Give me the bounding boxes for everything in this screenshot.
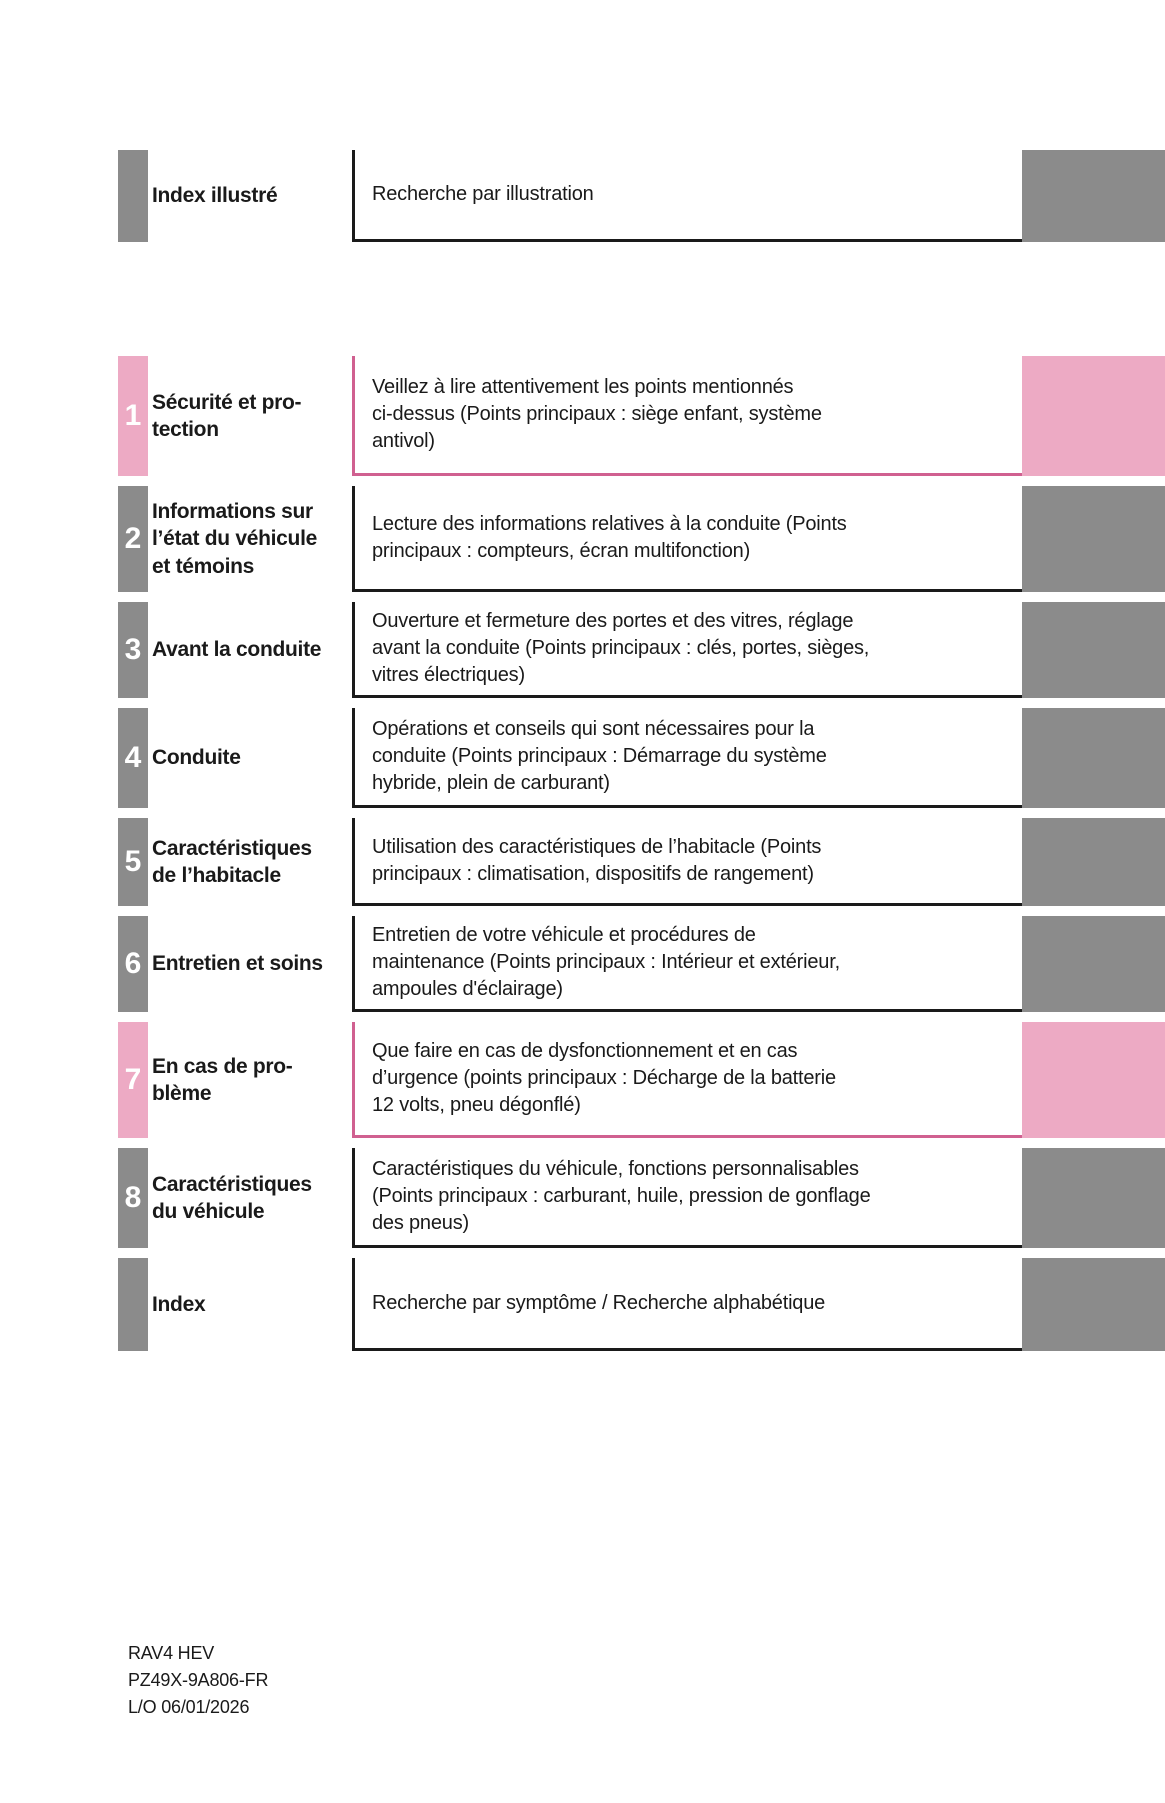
chapter-description-box: Lecture des informations relatives à la …: [352, 486, 1022, 592]
page-edge-tab: [1022, 1148, 1165, 1248]
chapter-number-block: 2: [118, 486, 148, 592]
chapter-number: 2: [124, 522, 142, 555]
chapter-description: Que faire en cas de dysfonctionnement et…: [372, 1040, 836, 1116]
chapter-description-box: Veillez à lire attentivement les points …: [352, 356, 1022, 476]
footer-layout-date: L/O 06/01/2026: [128, 1697, 250, 1717]
chapter-number: 4: [124, 741, 142, 774]
chapter-title: Index: [152, 1292, 206, 1316]
chapter-description-box: Que faire en cas de dysfonctionnement et…: [352, 1022, 1022, 1138]
chapter-title: Conduite: [152, 746, 241, 770]
chapter-number: 3: [124, 633, 142, 666]
chapter-description: Lecture des informations relatives à la …: [372, 512, 847, 562]
chapter-number-block: 4: [118, 708, 148, 808]
chapter-number: 7: [124, 1063, 142, 1096]
chapter-description: Veillez à lire attentivement les points …: [372, 376, 822, 452]
footer-model: RAV4 HEV: [128, 1643, 215, 1663]
chapter-description-box: Ouverture et fermeture des portes et des…: [352, 602, 1022, 698]
header-description-box: Recherche par illustration: [352, 150, 1022, 242]
page-edge-tab: [1022, 708, 1165, 808]
chapter-number: 1: [124, 399, 142, 432]
header-tab-block: [118, 150, 148, 242]
toc-row-7: 7 En cas de pro- blème Que faire en cas …: [118, 1022, 1165, 1138]
chapter-title: Informations sur l’état du véhicule et t…: [152, 500, 317, 578]
chapter-title: Caractéristiques du véhicule: [152, 1172, 312, 1223]
publication-info: RAV4 HEV PZ49X-9A806-FR L/O 06/01/2026: [128, 1640, 268, 1721]
chapter-description-box: Recherche par symptôme / Recherche alpha…: [352, 1258, 1022, 1351]
chapter-number: 6: [124, 947, 142, 980]
header-row: Index illustré Recherche par illustratio…: [118, 150, 1165, 242]
chapter-number-block: 5: [118, 818, 148, 906]
chapter-number: 5: [124, 845, 142, 878]
chapter-number-block: [118, 1258, 148, 1351]
chapter-title: Caractéristiques de l’habitacle: [152, 836, 312, 887]
chapter-description-box: Entretien de votre véhicule et procédure…: [352, 916, 1022, 1012]
header-edge-tab: [1022, 150, 1165, 242]
toc-row-3: 3 Avant la conduite Ouverture et fermetu…: [118, 602, 1165, 698]
page-edge-tab: [1022, 356, 1165, 476]
chapter-number-block: 1: [118, 356, 148, 476]
page-edge-tab: [1022, 1022, 1165, 1138]
toc-row-2: 2 Informations sur l’état du véhicule et…: [118, 486, 1165, 592]
toc-row-1: 1 Sécurité et pro- tection Veillez à lir…: [118, 356, 1165, 476]
chapter-description: Caractéristiques du véhicule, fonctions …: [372, 1158, 871, 1234]
chapter-description: Recherche par symptôme / Recherche alpha…: [372, 1291, 826, 1314]
page-edge-tab: [1022, 1258, 1165, 1351]
toc-row-6: 6 Entretien et soins Entretien de votre …: [118, 916, 1165, 1012]
chapter-number-block: 8: [118, 1148, 148, 1248]
chapter-title: Sécurité et pro- tection: [152, 390, 302, 441]
header-description: Recherche par illustration: [372, 183, 594, 205]
toc-row-4: 4 Conduite Opérations et conseils qui so…: [118, 708, 1165, 808]
page-edge-tab: [1022, 818, 1165, 906]
footer-part-number: PZ49X-9A806-FR: [128, 1670, 269, 1690]
chapter-description: Ouverture et fermeture des portes et des…: [372, 610, 870, 686]
chapter-description: Utilisation des caractéristiques de l’ha…: [372, 835, 822, 885]
chapter-title: Entretien et soins: [152, 952, 323, 976]
toc-row-5: 5 Caractéristiques de l’habitacle Utilis…: [118, 818, 1165, 906]
page-edge-tab: [1022, 916, 1165, 1012]
chapter-description: Opérations et conseils qui sont nécessai…: [372, 718, 827, 794]
chapter-number-block: 6: [118, 916, 148, 1012]
toc-row-8: 8 Caractéristiques du véhicule Caractéri…: [118, 1148, 1165, 1248]
chapter-title: En cas de pro- blème: [152, 1054, 293, 1105]
page-edge-tab: [1022, 602, 1165, 698]
chapter-description-box: Opérations et conseils qui sont nécessai…: [352, 708, 1022, 808]
chapter-number-block: 7: [118, 1022, 148, 1138]
chapter-description: Entretien de votre véhicule et procédure…: [372, 924, 840, 1000]
page-edge-tab: [1022, 486, 1165, 592]
toc-row-index: Index Recherche par symptôme / Recherche…: [118, 1258, 1165, 1351]
chapter-description-box: Utilisation des caractéristiques de l’ha…: [352, 818, 1022, 906]
chapter-description-box: Caractéristiques du véhicule, fonctions …: [352, 1148, 1022, 1248]
chapter-number-block: 3: [118, 602, 148, 698]
chapter-title: Avant la conduite: [152, 638, 322, 662]
chapter-list: 1 Sécurité et pro- tection Veillez à lir…: [0, 356, 1165, 1351]
chapter-number: 8: [124, 1181, 142, 1214]
header-title: Index illustré: [152, 184, 278, 208]
